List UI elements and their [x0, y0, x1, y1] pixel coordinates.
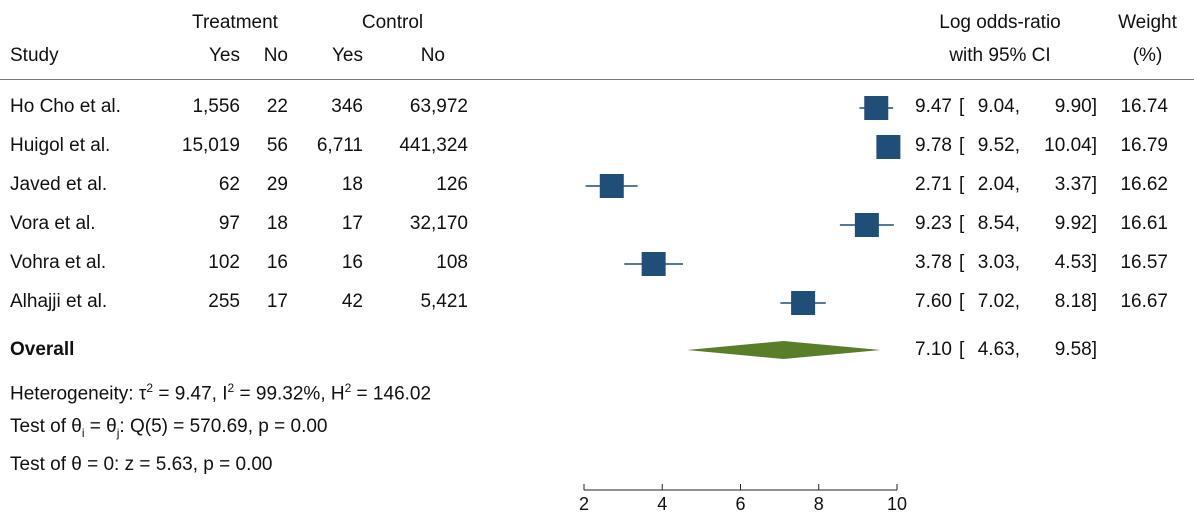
treatment-no: 56: [266, 135, 288, 156]
table-row: Alhajji et al. 255 17 42 5,421 7.60 [ 7.…: [0, 291, 1194, 315]
weight: 16.79: [1120, 135, 1168, 156]
estimate: 9.47: [915, 96, 952, 117]
ci-bracket: [: [959, 339, 965, 360]
header-weight-line1: Weight: [1118, 12, 1177, 33]
ci-bracket: [: [959, 291, 965, 312]
ci-lower: 7.02,: [977, 291, 1020, 312]
ci-lower: 9.04,: [977, 96, 1020, 117]
control-yes: 18: [341, 174, 363, 195]
study-name: Ho Cho et al.: [10, 96, 121, 117]
table-row: Huigol et al. 15,019 56 6,711 441,324 9.…: [0, 135, 1194, 159]
ci-lower: 3.03,: [977, 252, 1020, 273]
header-treatment: Treatment: [192, 12, 278, 33]
ci-upper: 3.37]: [1054, 174, 1097, 195]
x-tick-label: 4: [657, 494, 667, 514]
study-box: [641, 252, 666, 276]
weight: 16.62: [1120, 174, 1168, 195]
x-tick-label: 10: [887, 494, 907, 514]
estimate: 9.78: [915, 135, 952, 156]
control-no: 126: [436, 174, 468, 195]
ci-bracket: [: [959, 174, 965, 195]
overall-ci-upper: 9.58]: [1054, 339, 1097, 360]
ci-bracket: [: [959, 96, 965, 117]
treatment-yes: 15,019: [181, 135, 240, 156]
study-name: Vora et al.: [10, 213, 96, 234]
control-no: 441,324: [399, 135, 468, 156]
header-study: Study: [10, 45, 59, 66]
control-no: 63,972: [409, 96, 468, 117]
treatment-yes: 62: [218, 174, 240, 195]
control-yes: 6,711: [316, 135, 363, 156]
estimate: 3.78: [915, 252, 952, 273]
heterogeneity-stats: Heterogeneity: τ2 = 9.47, I2 = 99.32%, H…: [10, 381, 432, 405]
ci-lower: 2.04,: [977, 174, 1020, 195]
treatment-no: 16: [266, 252, 288, 273]
ci-upper: 9.90]: [1054, 96, 1097, 117]
estimate: 7.60: [915, 291, 952, 312]
header-weight-line2: (%): [1132, 45, 1163, 66]
control-yes: 16: [341, 252, 363, 273]
x-tick-label: 6: [735, 494, 745, 514]
control-yes: 346: [331, 96, 363, 117]
overall-label: Overall: [10, 339, 75, 360]
ci-upper: 4.53]: [1054, 252, 1097, 273]
header-control-yes: Yes: [332, 45, 363, 66]
control-yes: 17: [341, 213, 363, 234]
treatment-no: 29: [266, 174, 288, 195]
study-name: Javed et al.: [10, 174, 108, 195]
study-box: [599, 174, 624, 198]
header-divider: [0, 79, 1194, 80]
table-row: Vora et al. 97 18 17 32,170 9.23 [ 8.54,…: [0, 213, 1194, 237]
control-no: 5,421: [420, 291, 468, 312]
study-box: [876, 135, 901, 159]
treatment-no: 22: [266, 96, 288, 117]
treatment-yes: 97: [218, 213, 240, 234]
study-box: [864, 96, 889, 120]
ci-bracket: [: [959, 213, 965, 234]
ci-upper: 9.92]: [1054, 213, 1097, 234]
x-tick-label: 8: [814, 494, 824, 514]
control-no: 32,170: [409, 213, 468, 234]
header-treatment-no: No: [263, 45, 288, 66]
study-box: [854, 213, 879, 237]
weight: 16.74: [1120, 96, 1168, 117]
treatment-yes: 102: [208, 252, 240, 273]
study-name: Alhajji et al.: [10, 291, 108, 312]
ci-upper: 10.04]: [1044, 135, 1097, 156]
treatment-no: 18: [266, 213, 288, 234]
table-row: Vohra et al. 102 16 16 108 3.78 [ 3.03, …: [0, 252, 1194, 276]
study-name: Huigol et al.: [10, 135, 111, 156]
control-yes: 42: [341, 291, 363, 312]
overall-diamond: [686, 341, 881, 359]
ci-bracket: [: [959, 252, 965, 273]
overall-estimate: 7.10: [915, 339, 952, 360]
table-row: Ho Cho et al. 1,556 22 346 63,972 9.47 […: [0, 96, 1194, 120]
homogeneity-test: Test of θi = θj: Q(5) = 570.69, p = 0.00: [10, 416, 328, 440]
header-treatment-yes: Yes: [209, 45, 240, 66]
treatment-yes: 1,556: [192, 96, 240, 117]
header-control: Control: [361, 12, 424, 33]
treatment-yes: 255: [208, 291, 240, 312]
weight: 16.67: [1120, 291, 1168, 312]
weight: 16.57: [1120, 252, 1168, 273]
ci-upper: 8.18]: [1054, 291, 1097, 312]
treatment-no: 17: [266, 291, 288, 312]
header-or-line1: Log odds-ratio: [939, 12, 1061, 33]
header-control-no: No: [420, 45, 445, 66]
table-row: Javed et al. 62 29 18 126 2.71 [ 2.04, 3…: [0, 174, 1194, 198]
ci-lower: 9.52,: [977, 135, 1020, 156]
estimate: 2.71: [915, 174, 952, 195]
header-or-line2: with 95% CI: [949, 45, 1051, 66]
ci-bracket: [: [959, 135, 965, 156]
ci-lower: 8.54,: [977, 213, 1020, 234]
weight: 16.61: [1120, 213, 1168, 234]
estimate: 9.23: [915, 213, 952, 234]
study-box: [791, 291, 816, 315]
control-no: 108: [436, 252, 468, 273]
study-name: Vohra et al.: [10, 252, 107, 273]
overall-effect-test: Test of θ = 0: z = 5.63, p = 0.00: [10, 454, 273, 475]
overall-ci-lower: 4.63,: [977, 339, 1020, 360]
x-tick-label: 2: [579, 494, 589, 514]
